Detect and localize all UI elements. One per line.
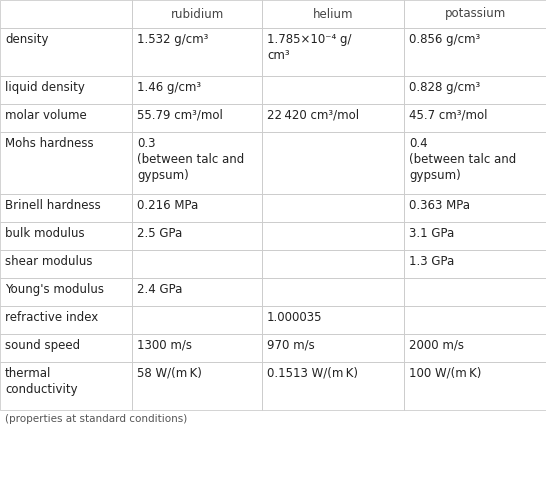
- Text: sound speed: sound speed: [5, 339, 80, 352]
- Bar: [262, 0, 404, 28]
- Text: 0.3
(between talc and
gypsum): 0.3 (between talc and gypsum): [137, 137, 244, 182]
- Bar: [132, 104, 262, 132]
- Bar: [0, 194, 132, 222]
- Bar: [0, 132, 132, 194]
- Bar: [262, 278, 404, 306]
- Text: 0.4
(between talc and
gypsum): 0.4 (between talc and gypsum): [409, 137, 517, 182]
- Bar: [0, 278, 132, 306]
- Text: shear modulus: shear modulus: [5, 255, 92, 268]
- Bar: [0, 334, 132, 362]
- Bar: [0, 250, 132, 278]
- Bar: [262, 132, 404, 194]
- Text: rubidium: rubidium: [170, 7, 224, 20]
- Bar: [404, 306, 546, 334]
- Bar: [132, 278, 262, 306]
- Bar: [404, 222, 546, 250]
- Bar: [0, 0, 132, 28]
- Text: thermal
conductivity: thermal conductivity: [5, 367, 78, 396]
- Bar: [132, 222, 262, 250]
- Bar: [404, 278, 546, 306]
- Text: 0.856 g/cm³: 0.856 g/cm³: [409, 33, 480, 46]
- Bar: [132, 132, 262, 194]
- Text: 3.1 GPa: 3.1 GPa: [409, 227, 454, 240]
- Text: 1.000035: 1.000035: [267, 311, 323, 324]
- Bar: [262, 194, 404, 222]
- Bar: [132, 250, 262, 278]
- Text: 22 420 cm³/mol: 22 420 cm³/mol: [267, 109, 359, 122]
- Bar: [132, 362, 262, 410]
- Bar: [262, 28, 404, 76]
- Bar: [262, 334, 404, 362]
- Bar: [404, 0, 546, 28]
- Text: refractive index: refractive index: [5, 311, 98, 324]
- Text: 0.1513 W/(m K): 0.1513 W/(m K): [267, 367, 358, 380]
- Bar: [404, 334, 546, 362]
- Bar: [404, 362, 546, 410]
- Bar: [262, 250, 404, 278]
- Text: 0.828 g/cm³: 0.828 g/cm³: [409, 81, 480, 94]
- Bar: [262, 104, 404, 132]
- Text: bulk modulus: bulk modulus: [5, 227, 85, 240]
- Bar: [404, 76, 546, 104]
- Text: 2000 m/s: 2000 m/s: [409, 339, 464, 352]
- Bar: [262, 362, 404, 410]
- Text: molar volume: molar volume: [5, 109, 87, 122]
- Text: liquid density: liquid density: [5, 81, 85, 94]
- Bar: [0, 222, 132, 250]
- Text: density: density: [5, 33, 49, 46]
- Text: 1300 m/s: 1300 m/s: [137, 339, 192, 352]
- Bar: [132, 0, 262, 28]
- Text: 55.79 cm³/mol: 55.79 cm³/mol: [137, 109, 223, 122]
- Bar: [0, 28, 132, 76]
- Text: 2.5 GPa: 2.5 GPa: [137, 227, 182, 240]
- Text: 1.785×10⁻⁴ g/
cm³: 1.785×10⁻⁴ g/ cm³: [267, 33, 352, 62]
- Bar: [0, 76, 132, 104]
- Bar: [404, 250, 546, 278]
- Text: Young's modulus: Young's modulus: [5, 283, 104, 296]
- Bar: [132, 194, 262, 222]
- Bar: [132, 28, 262, 76]
- Bar: [0, 104, 132, 132]
- Text: (properties at standard conditions): (properties at standard conditions): [5, 414, 187, 424]
- Bar: [262, 306, 404, 334]
- Bar: [262, 76, 404, 104]
- Text: 1.3 GPa: 1.3 GPa: [409, 255, 454, 268]
- Text: 1.46 g/cm³: 1.46 g/cm³: [137, 81, 201, 94]
- Bar: [404, 132, 546, 194]
- Text: Mohs hardness: Mohs hardness: [5, 137, 93, 150]
- Text: 58 W/(m K): 58 W/(m K): [137, 367, 202, 380]
- Text: 1.532 g/cm³: 1.532 g/cm³: [137, 33, 209, 46]
- Text: Brinell hardness: Brinell hardness: [5, 199, 101, 212]
- Bar: [404, 194, 546, 222]
- Bar: [0, 306, 132, 334]
- Text: 45.7 cm³/mol: 45.7 cm³/mol: [409, 109, 488, 122]
- Bar: [262, 222, 404, 250]
- Text: potassium: potassium: [444, 7, 506, 20]
- Text: 0.216 MPa: 0.216 MPa: [137, 199, 198, 212]
- Bar: [132, 306, 262, 334]
- Text: 0.363 MPa: 0.363 MPa: [409, 199, 470, 212]
- Bar: [404, 104, 546, 132]
- Bar: [0, 362, 132, 410]
- Bar: [132, 76, 262, 104]
- Text: helium: helium: [313, 7, 353, 20]
- Bar: [404, 28, 546, 76]
- Bar: [132, 334, 262, 362]
- Text: 970 m/s: 970 m/s: [267, 339, 314, 352]
- Text: 100 W/(m K): 100 W/(m K): [409, 367, 482, 380]
- Text: 2.4 GPa: 2.4 GPa: [137, 283, 182, 296]
